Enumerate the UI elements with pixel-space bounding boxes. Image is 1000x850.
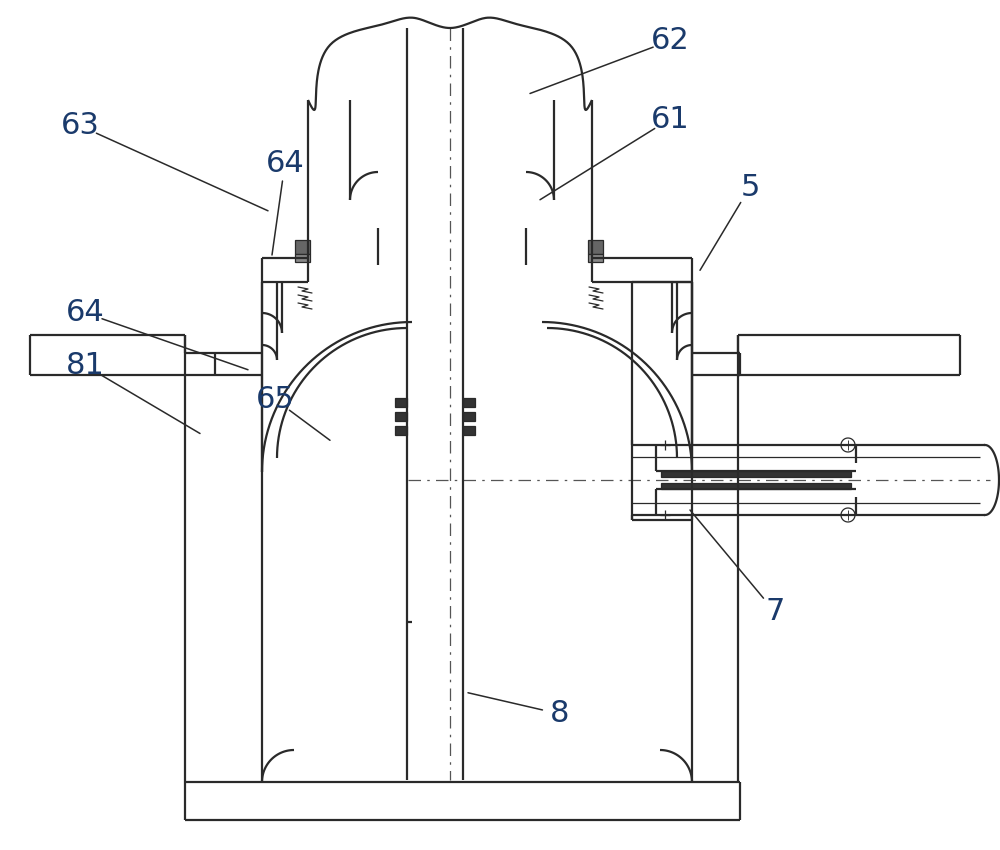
- Text: 61: 61: [651, 105, 689, 133]
- Bar: [661, 483, 851, 489]
- Bar: [588, 254, 603, 262]
- Text: 64: 64: [66, 298, 104, 327]
- Text: 65: 65: [256, 385, 294, 414]
- Text: 81: 81: [66, 351, 104, 380]
- Text: 62: 62: [651, 26, 689, 55]
- Text: 64: 64: [266, 149, 304, 178]
- Bar: [295, 254, 310, 262]
- Text: 5: 5: [740, 173, 760, 201]
- Bar: [395, 412, 407, 421]
- Text: 8: 8: [550, 700, 570, 728]
- Text: 7: 7: [765, 598, 785, 626]
- Bar: [588, 240, 603, 254]
- Bar: [463, 426, 475, 435]
- Bar: [395, 426, 407, 435]
- Bar: [463, 412, 475, 421]
- Bar: [395, 398, 407, 407]
- Bar: [661, 471, 851, 477]
- Bar: [463, 398, 475, 407]
- Text: 63: 63: [61, 111, 99, 140]
- Bar: [295, 240, 310, 254]
